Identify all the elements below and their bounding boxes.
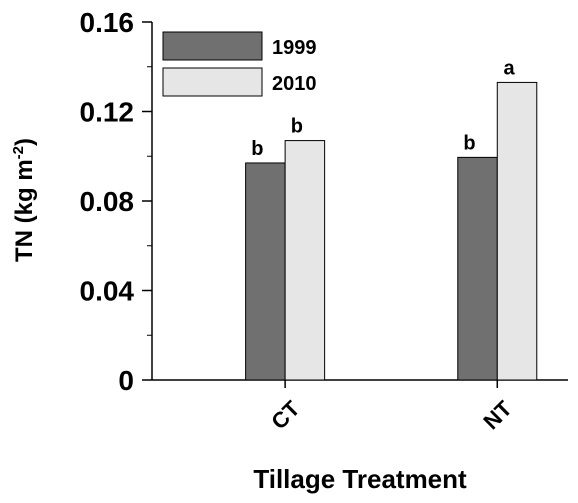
bar — [284, 140, 326, 381]
y-label-end: ) — [11, 138, 38, 146]
y-tick-label: 0 — [118, 365, 134, 396]
x-axis-label: Tillage Treatment — [253, 464, 467, 494]
legend-swatch — [162, 31, 263, 61]
bar — [245, 162, 286, 381]
bar — [496, 81, 538, 381]
significance-letter: b — [291, 116, 303, 138]
legend-swatch — [162, 67, 263, 97]
significance-letter: a — [503, 57, 515, 79]
legend-label: 2010 — [272, 73, 317, 95]
x-tick-label: NT — [478, 395, 517, 434]
y-label-main: TN (kg m — [11, 159, 38, 262]
y-axis-label: TN (kg m-2) — [10, 138, 38, 262]
x-tick-label: CT — [266, 395, 305, 434]
bar — [457, 156, 498, 381]
legend-label: 1999 — [272, 37, 317, 59]
significance-letter: b — [251, 138, 263, 160]
significance-letter: b — [463, 132, 475, 154]
y-label-sup: -2 — [10, 146, 27, 159]
y-tick-label: 0.08 — [80, 186, 135, 217]
y-tick-label: 0.16 — [80, 7, 135, 38]
y-tick-label: 0.12 — [80, 97, 135, 128]
y-tick-label: 0.04 — [80, 276, 135, 307]
